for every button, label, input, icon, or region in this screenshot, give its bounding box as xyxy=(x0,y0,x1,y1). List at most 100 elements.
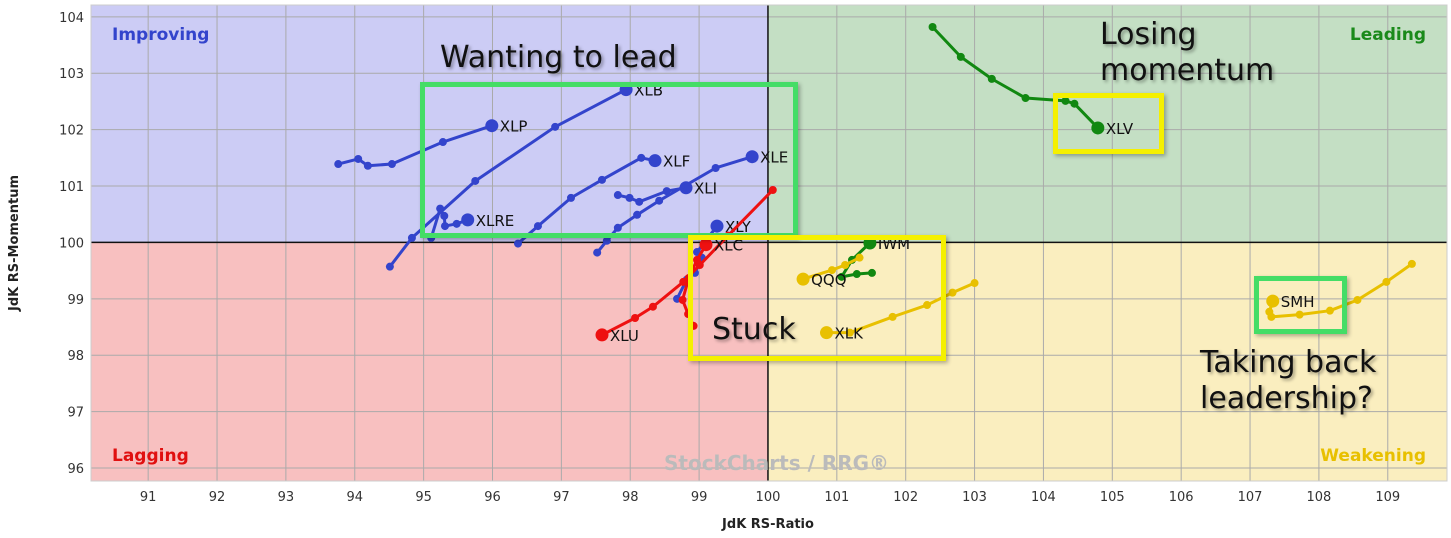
tail-point-xlf xyxy=(637,153,646,162)
x-tick-label: 106 xyxy=(1169,490,1194,505)
y-tick-label: 101 xyxy=(59,180,84,195)
tail-point-iwm xyxy=(837,272,846,281)
tail-point-xlre xyxy=(440,222,449,231)
x-tick-label: 99 xyxy=(691,490,708,505)
tail-point-xlk xyxy=(923,301,932,310)
tail-point-xlf xyxy=(567,193,576,202)
tail-point-xlf xyxy=(533,222,542,231)
quadrant-label-improving: Improving xyxy=(112,25,209,45)
tail-point-xli xyxy=(662,187,671,196)
tail-point-xlp xyxy=(387,160,396,169)
tail-point-xli xyxy=(613,191,622,200)
tail-point-xlu xyxy=(648,302,657,311)
x-tick-label: 102 xyxy=(893,490,918,505)
tail-point-xlf xyxy=(597,175,606,184)
x-tick-label: 91 xyxy=(140,490,157,505)
y-tick-label: 97 xyxy=(67,406,84,421)
tail-point-xlre xyxy=(440,211,449,220)
tail-point-xli xyxy=(625,193,634,202)
annotation-losing-momentum: Losing momentum xyxy=(1100,17,1275,88)
tail-point-xlu xyxy=(768,185,777,194)
y-tick-label: 99 xyxy=(67,293,84,308)
x-tick-label: 92 xyxy=(209,490,226,505)
x-tick-label: 103 xyxy=(962,490,987,505)
tail-point-xlc xyxy=(693,255,702,264)
x-tick-label: 105 xyxy=(1100,490,1125,505)
tail-qqq xyxy=(802,256,861,281)
tail-point-xle xyxy=(655,196,664,205)
tail-point-iwm xyxy=(852,270,861,279)
annotation-box-taking-back-leadership xyxy=(1254,276,1347,334)
x-tick-label: 95 xyxy=(415,490,432,505)
tail-point-xle xyxy=(602,236,611,245)
x-tick-label: 96 xyxy=(484,490,501,505)
tail-point-xlb xyxy=(471,176,480,185)
tail-point-xlk xyxy=(970,279,979,288)
head-point-xlk xyxy=(820,326,834,340)
tail-point-xlu xyxy=(679,277,688,286)
tail-point-xlp xyxy=(334,160,343,169)
y-tick-label: 98 xyxy=(67,349,84,364)
tail-point-xlv xyxy=(928,22,937,31)
tail-point-smh xyxy=(1265,307,1274,316)
x-tick-label: 98 xyxy=(622,490,639,505)
quadrant-label-lagging: Lagging xyxy=(112,446,189,466)
series-label-xlp: XLP xyxy=(500,118,528,136)
annotation-wanting-to-lead: Wanting to lead xyxy=(440,40,677,75)
annotation-box-stuck xyxy=(688,235,946,361)
head-point-xlre xyxy=(461,213,475,227)
tail-point-smh xyxy=(1325,306,1334,315)
tail-point-xlb xyxy=(385,262,394,271)
tail-point-xlb xyxy=(407,233,416,242)
tail-point-smh xyxy=(1407,259,1416,268)
x-tick-label: 100 xyxy=(756,490,781,505)
tail-point-xlv xyxy=(1061,96,1070,105)
tail-point-xlk xyxy=(888,312,897,321)
x-tick-label: 104 xyxy=(1031,490,1056,505)
tail-point-xle xyxy=(593,248,602,257)
quadrant-label-weakening: Weakening xyxy=(1320,446,1426,466)
series-label-xlc: XLC xyxy=(714,237,743,255)
tail-point-xlk xyxy=(948,288,957,297)
y-tick-label: 100 xyxy=(59,236,84,251)
tail-point-xlre xyxy=(436,204,445,213)
series-label-xlv: XLV xyxy=(1106,120,1134,138)
tail-point-xlf xyxy=(513,239,522,248)
tail-point-xlb xyxy=(551,122,560,131)
tail-point-xle xyxy=(711,163,720,172)
tail-point-xle xyxy=(613,223,622,232)
tail-point-qqq xyxy=(828,266,837,275)
tail-point-smh xyxy=(1382,277,1391,286)
tail-point-xli xyxy=(635,197,644,206)
x-tick-label: 93 xyxy=(278,490,295,505)
series-label-xle: XLE xyxy=(760,149,788,167)
x-tick-label: 101 xyxy=(824,490,849,505)
x-axis-label: JdK RS-Ratio xyxy=(721,517,814,532)
watermark: StockCharts / RRG® xyxy=(664,451,889,475)
head-point-xly xyxy=(710,219,724,233)
quadrant-leading xyxy=(767,5,1447,243)
annotation-stuck: Stuck xyxy=(712,312,796,347)
y-axis-label: JdK RS-Momentum xyxy=(7,175,22,312)
tail-point-iwm xyxy=(867,268,876,277)
tail-point-xlv xyxy=(956,52,965,61)
tail-point-smh xyxy=(1353,295,1362,304)
head-point-xlv xyxy=(1091,121,1105,135)
x-tick-label: 97 xyxy=(553,490,570,505)
y-tick-label: 96 xyxy=(67,462,84,477)
series-label-xlre: XLRE xyxy=(476,212,515,230)
head-point-xlu xyxy=(595,328,609,342)
x-tick-label: 109 xyxy=(1375,490,1400,505)
annotation-taking-back-leadership: Taking back leadership? xyxy=(1200,345,1377,416)
annotation-box-losing-momentum xyxy=(1053,93,1164,154)
head-point-xlf xyxy=(648,154,662,168)
y-tick-label: 104 xyxy=(59,11,84,26)
y-tick-label: 103 xyxy=(59,67,84,82)
series-label-qqq: QQQ xyxy=(811,271,846,289)
tail-point-xlv xyxy=(987,74,996,83)
tail-point-xlc xyxy=(678,295,687,304)
x-tick-label: 107 xyxy=(1238,490,1263,505)
tail-point-xlv xyxy=(1021,94,1030,103)
tail-point-xle xyxy=(633,210,642,219)
